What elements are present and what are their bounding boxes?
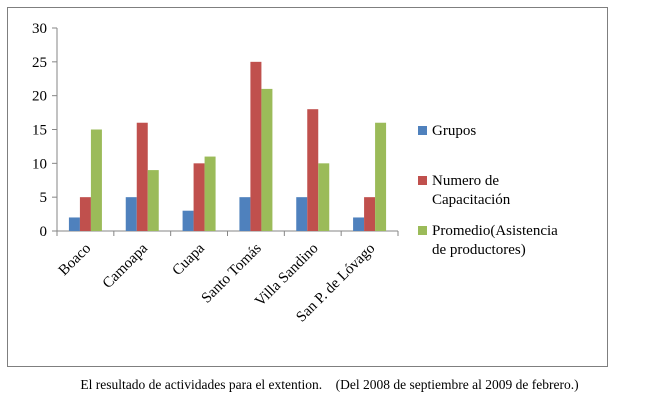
chart-legend: Grupos Numero de Capacitación Promedio(Asis… — [418, 123, 558, 258]
legend-label-1: Grupos — [432, 123, 476, 139]
legend-label-2: Numero de Capacitación — [432, 173, 511, 208]
legend-swatch-2 — [418, 176, 427, 185]
bar-2-6 — [364, 197, 376, 231]
legend-label-3: Promedio(Asistencia de productores) — [432, 223, 558, 258]
y-tick-label: 30 — [32, 21, 47, 37]
y-tick-label: 20 — [32, 89, 47, 105]
bar-1-6 — [353, 217, 365, 231]
y-tick-label: 5 — [40, 190, 48, 206]
bar-3-6 — [375, 122, 387, 231]
bar-2-3 — [193, 163, 205, 231]
bar-1-5 — [296, 197, 308, 231]
legend-swatch-3 — [418, 226, 427, 235]
bar-1-3 — [182, 210, 194, 231]
bar-2-5 — [307, 109, 319, 231]
x-tick-label: Camoapa — [100, 240, 152, 292]
bar-3-3 — [204, 156, 216, 231]
bar-2-1 — [79, 197, 91, 231]
x-tick-label: Boaco — [56, 241, 94, 279]
y-tick-label: 10 — [32, 156, 47, 172]
bar-2-2 — [136, 122, 148, 231]
bar-2-4 — [250, 61, 262, 232]
bar-1-1 — [68, 217, 80, 231]
x-tick-label: Cuapa — [169, 240, 208, 279]
bar-1-2 — [125, 197, 137, 231]
legend-swatch-1 — [418, 126, 427, 135]
y-tick-label: 25 — [32, 55, 47, 71]
bar-1-4 — [239, 197, 251, 231]
y-tick-label: 15 — [32, 123, 47, 139]
chart-axes — [52, 27, 399, 236]
chart-bars — [68, 61, 387, 232]
bar-3-1 — [90, 129, 102, 231]
bar-3-5 — [318, 163, 330, 231]
bar-3-4 — [261, 88, 273, 232]
y-tick-label: 0 — [40, 224, 48, 240]
bar-3-2 — [147, 170, 159, 231]
chart-caption: El resultado de actividades para el exte… — [80, 377, 579, 392]
